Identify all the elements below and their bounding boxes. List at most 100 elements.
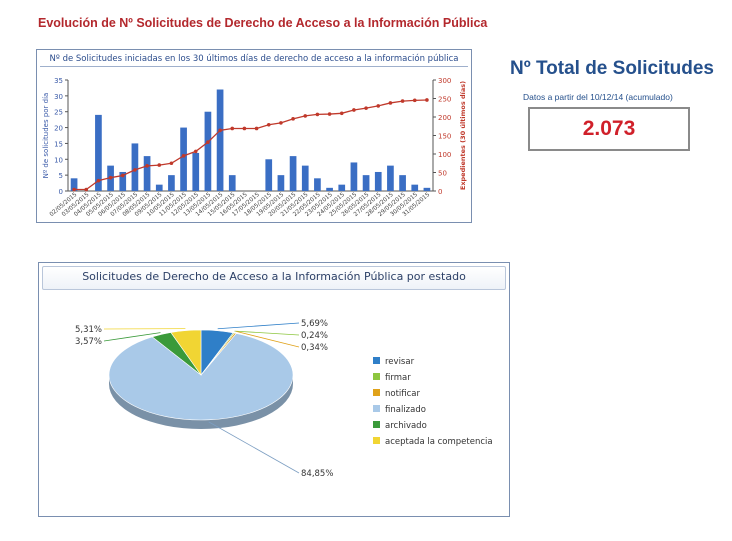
pie-percent-label: 0,34% — [301, 343, 328, 353]
pie-percent-label: 84,85% — [301, 469, 333, 479]
y-tick-label: 10 — [54, 156, 63, 164]
bar — [119, 171, 127, 191]
y2-tick-label: 50 — [438, 170, 447, 178]
legend-label: finalizado — [385, 405, 426, 415]
bar — [277, 175, 285, 191]
pie-title-box — [42, 266, 506, 290]
line-point — [133, 168, 137, 172]
y-tick-label: 25 — [54, 109, 63, 117]
total-requests-value: 2.073 — [528, 107, 690, 151]
daily-requests-chart-panel: Nº de Solicitudes iniciadas en los 30 úl… — [36, 49, 472, 223]
line-point — [145, 164, 149, 168]
line-point — [230, 126, 235, 131]
bar — [168, 175, 175, 191]
y-tick-label: 35 — [54, 77, 63, 85]
line-point — [412, 98, 417, 103]
line-point — [218, 128, 222, 133]
bar — [362, 175, 370, 191]
pie-leader-line — [236, 331, 300, 348]
line-point — [84, 187, 89, 192]
bar — [216, 89, 224, 191]
pie-percent-label: 5,69% — [301, 319, 328, 329]
legend-label: notificar — [385, 389, 421, 399]
legend-label: firmar — [385, 373, 411, 383]
pie-chart: 5,69% 0,24% 0,34% 84,85% 3,57% 5,31% revisar fi… — [75, 319, 493, 479]
line-point — [364, 106, 368, 110]
y2-tick-label: 200 — [438, 114, 451, 122]
y2-axis-label: Expedientes (30 últimos días) — [459, 81, 467, 190]
legend-swatch — [373, 421, 380, 428]
pie-leader-line — [208, 421, 300, 474]
line-point — [72, 187, 76, 192]
legend-label: archivado — [385, 421, 427, 431]
bar — [180, 127, 187, 191]
bar — [399, 175, 406, 191]
y-tick-label: 30 — [54, 93, 63, 101]
bar — [374, 171, 382, 191]
legend-swatch — [373, 405, 380, 412]
line-point — [206, 140, 210, 144]
bar — [70, 178, 78, 191]
pie-slice-side — [109, 375, 293, 429]
line-point — [254, 126, 259, 131]
y2-tick-label: 100 — [438, 151, 451, 159]
legend-label: revisar — [385, 357, 415, 367]
bar — [95, 114, 102, 191]
pie-percent-label: 5,31% — [75, 325, 102, 335]
line-point — [266, 122, 271, 127]
bar — [387, 165, 394, 191]
y-tick-label: 5 — [59, 172, 63, 180]
bar — [204, 111, 212, 191]
legend-swatch — [373, 437, 380, 444]
bar — [192, 152, 200, 191]
bar — [155, 184, 163, 191]
cumulative-line — [74, 99, 427, 191]
bar — [131, 143, 139, 191]
bar — [338, 184, 346, 191]
bar — [423, 187, 431, 191]
legend-swatch — [373, 357, 380, 364]
bar — [289, 156, 297, 191]
y2-tick-label: 250 — [438, 96, 451, 104]
line-point — [400, 99, 405, 103]
pie-leader-line — [103, 332, 161, 342]
total-requests-title: Nº Total de Solicitudes — [510, 58, 714, 79]
bar — [301, 165, 309, 191]
bar-chart-title: Nº de Solicitudes iniciadas en los 30 úl… — [49, 54, 459, 64]
y2-tick-label: 150 — [438, 133, 451, 141]
y-tick-label: 0 — [59, 188, 63, 196]
title-divider — [40, 66, 468, 67]
bar — [143, 156, 151, 191]
status-pie-chart-panel: Solicitudes de Derecho de Acceso a la In… — [38, 262, 510, 517]
bar — [350, 162, 358, 191]
pie-percent-label: 3,57% — [75, 337, 102, 347]
y-tick-label: 15 — [54, 140, 63, 148]
line-point — [327, 112, 332, 116]
line-point — [388, 101, 393, 105]
page-title: Evolución de Nº Solicitudes de Derecho d… — [38, 16, 488, 30]
line-point — [193, 149, 198, 154]
line-point — [157, 163, 162, 167]
pie-slice — [170, 329, 202, 376]
bar — [326, 187, 333, 191]
pie-leader-line — [217, 322, 300, 330]
line-point — [376, 104, 381, 108]
line-point — [425, 98, 429, 102]
pie-leader-line — [234, 330, 300, 336]
legend-label: aceptada la competencia — [385, 437, 493, 447]
line-point — [339, 111, 344, 116]
line-point — [242, 126, 247, 131]
line-point — [181, 154, 186, 158]
y2-tick-label: 0 — [438, 188, 442, 196]
line-point — [303, 114, 308, 118]
legend-swatch — [373, 389, 380, 396]
line-point — [169, 161, 174, 166]
pie-chart-title: Solicitudes de Derecho de Acceso a la In… — [82, 270, 466, 283]
line-point — [352, 108, 356, 112]
bar — [411, 184, 419, 191]
y-axis-label: Nº de solicitudes por día — [42, 93, 50, 179]
line-point — [120, 173, 125, 178]
legend-swatch — [373, 373, 380, 380]
pie-slice — [108, 333, 294, 421]
line-point — [279, 121, 283, 125]
